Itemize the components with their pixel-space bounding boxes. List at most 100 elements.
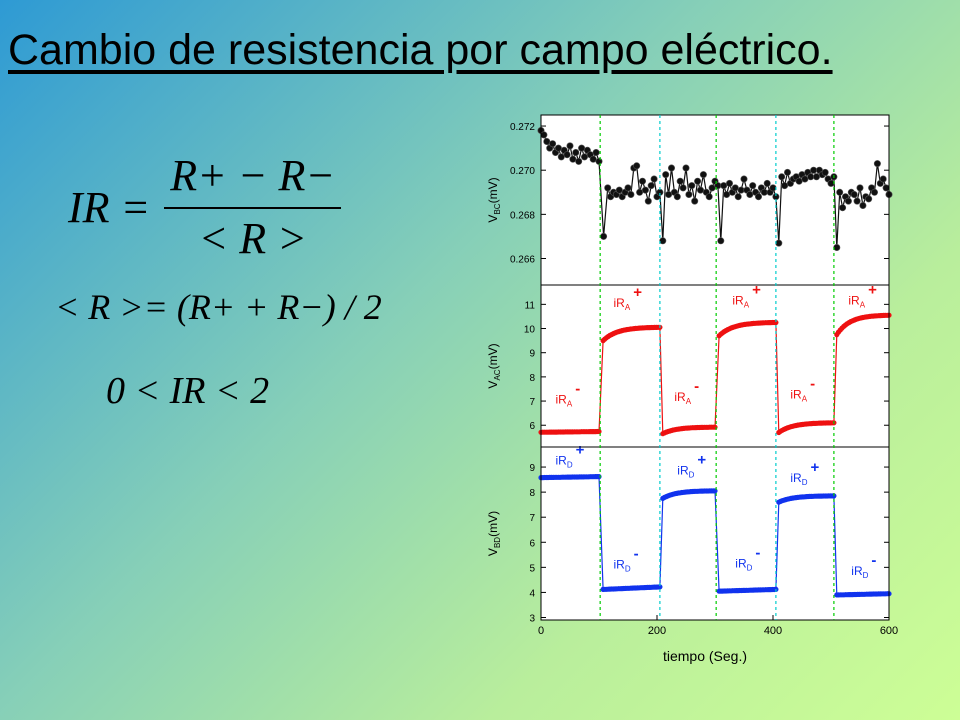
state-annotation: iRA+ [614, 284, 643, 312]
data-point [624, 184, 632, 192]
data-point [812, 173, 820, 181]
y-axis-label-sub: BD [493, 537, 502, 548]
y-axis-label-main: V [486, 215, 500, 223]
data-point [873, 160, 881, 168]
annotation-sign: + [868, 281, 877, 298]
x-tick-label: 0 [538, 625, 544, 637]
annotation-sign: + [633, 284, 642, 301]
annotation-label: iR [851, 564, 863, 578]
annotation-label: iR [674, 390, 686, 404]
data-point [801, 175, 809, 183]
data-point [592, 149, 600, 157]
data-point [827, 179, 835, 187]
data-point [682, 164, 690, 172]
data-point [760, 188, 768, 196]
data-point [795, 177, 803, 185]
data-point [781, 182, 789, 190]
data-point [600, 232, 608, 240]
data-point [596, 428, 602, 435]
data-point [549, 140, 557, 148]
annotation-label: iR [790, 388, 802, 402]
data-point [821, 168, 829, 176]
data-point [543, 138, 551, 146]
data-point [882, 184, 890, 192]
data-point [679, 184, 687, 192]
annotation-sub: A [802, 395, 808, 404]
annotation-label: iR [614, 296, 626, 310]
plot-background [541, 115, 889, 620]
y-axis-label: VAC(mV) [486, 343, 502, 388]
data-point [578, 144, 586, 152]
annotation-label: iR [790, 471, 802, 485]
data-point [563, 151, 571, 159]
x-tick-label: 600 [880, 625, 898, 637]
annotation-label: iR [848, 293, 860, 307]
annotation-sub: D [625, 565, 631, 574]
annotation-sub: A [744, 300, 750, 309]
y-axis-label-sub: AC [493, 369, 502, 380]
annotation-sign: + [576, 442, 585, 459]
y-tick-label: 0.270 [510, 166, 535, 177]
data-point [667, 164, 675, 172]
data-point [856, 184, 864, 192]
x-tick-label: 200 [648, 625, 666, 637]
data-point [691, 197, 699, 205]
data-point [647, 182, 655, 190]
annotation-sign: - [575, 380, 580, 397]
annotation-sign: - [810, 376, 815, 393]
data-point [650, 175, 658, 183]
data-point [636, 188, 644, 196]
data-point [775, 239, 783, 247]
slide-title: Cambio de resistencia por campo eléctric… [8, 26, 833, 74]
data-point [696, 186, 704, 194]
data-point [540, 131, 548, 139]
data-point [746, 191, 754, 199]
y-tick-label: 6 [529, 538, 535, 549]
y-tick-label: 0.272 [510, 122, 535, 133]
state-annotation: iRA+ [848, 281, 877, 309]
state-annotation: iRD+ [556, 442, 585, 470]
state-annotation: iRA- [556, 380, 581, 408]
y-axis-label-main: V [486, 548, 500, 556]
data-point [833, 244, 841, 252]
data-point [633, 162, 641, 170]
y-tick-label: 9 [529, 463, 535, 474]
annotation-sub: A [860, 300, 866, 309]
state-annotation: iRD- [614, 546, 639, 574]
annotation-sign: - [755, 544, 760, 561]
formula-ir: IR = R+ − R− < R > [68, 150, 342, 264]
data-point [554, 144, 562, 152]
data-point [749, 182, 757, 190]
state-annotation: iRD+ [790, 459, 819, 487]
y-axis-label-unit: (mV) [486, 343, 500, 369]
y-tick-label: 8 [529, 373, 535, 384]
y-tick-label: 0.266 [510, 255, 535, 266]
annotation-sign: - [694, 378, 699, 395]
data-point [740, 175, 748, 183]
y-axis-label: VBC(mV) [486, 177, 502, 222]
y-axis-label: VBD(mV) [486, 511, 502, 556]
data-point [865, 195, 873, 203]
x-tick-label: 400 [764, 625, 782, 637]
data-point [870, 188, 878, 196]
annotation-sign: - [871, 552, 876, 569]
data-point [717, 237, 725, 245]
data-point [705, 193, 713, 201]
annotation-sub: A [625, 303, 631, 312]
y-axis-label-sub: BC [493, 203, 502, 214]
data-point [850, 191, 858, 199]
annotation-sign: + [811, 459, 820, 476]
y-tick-label: 9 [529, 349, 535, 360]
y-tick-label: 4 [529, 588, 535, 599]
data-point [569, 155, 577, 163]
data-point [720, 182, 728, 190]
data-point [769, 184, 777, 192]
formula-ir-fraction: R+ − R− < R > [164, 150, 342, 264]
annotation-sub: A [686, 397, 692, 406]
data-point [673, 193, 681, 201]
data-point [575, 157, 583, 165]
formula-mean-r: < R >= (R+ + R−) / 2 [55, 287, 382, 327]
data-point [725, 179, 733, 187]
